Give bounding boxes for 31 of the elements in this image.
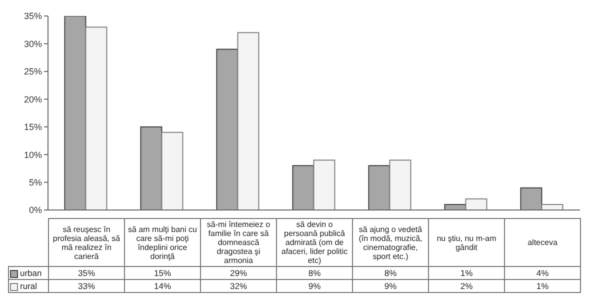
data-label: 32% bbox=[200, 280, 276, 292]
data-label: 29% bbox=[200, 266, 276, 280]
y-tick-label: 20% bbox=[24, 94, 42, 104]
y-tick-label: 25% bbox=[24, 66, 42, 77]
legend-label: urban bbox=[8, 266, 48, 280]
data-label: 1% bbox=[428, 266, 504, 280]
x-tick-label: nu ştiu, nu m-am gândit bbox=[428, 218, 504, 266]
y-tick-label: 35% bbox=[24, 11, 42, 22]
data-label: 14% bbox=[124, 280, 200, 292]
y-tick-label: 10% bbox=[24, 150, 42, 160]
data-label: 8% bbox=[276, 266, 352, 280]
data-label: 1% bbox=[504, 280, 580, 292]
data-label: 35% bbox=[48, 266, 124, 280]
x-tick-label: să-mi întemeiez o familie în care să domnească dragostea şi armonia bbox=[200, 218, 276, 266]
y-tick-label: 0% bbox=[28, 205, 42, 216]
data-label: 33% bbox=[48, 280, 124, 292]
y-tick-label: 5% bbox=[28, 177, 42, 188]
data-label: 9% bbox=[276, 280, 352, 292]
data-label: 15% bbox=[124, 266, 200, 280]
x-tick-label: să reuşesc în profesia aleasă, să mă realizez în carieră bbox=[48, 218, 124, 266]
x-tick-label: să devin o persoană publică admirată (om de afaceri, lider politic etc) bbox=[276, 218, 352, 266]
y-tick-label: 15% bbox=[24, 122, 42, 132]
legend-label: rural bbox=[8, 280, 48, 292]
x-tick-label: alteceva bbox=[504, 218, 580, 266]
data-label: 8% bbox=[352, 266, 428, 280]
x-tick-label: să ajung o vedetă (în modă, muzică, cinematografie, sport etc.) bbox=[352, 218, 428, 266]
data-label: 9% bbox=[352, 280, 428, 292]
data-label: 4% bbox=[504, 266, 580, 280]
x-tick-label: să am mulţi bani cu care să-mi poţi îndeplini orice dorinţă bbox=[124, 218, 200, 266]
data-label: 2% bbox=[428, 280, 504, 292]
y-tick-label: 30% bbox=[24, 38, 42, 49]
